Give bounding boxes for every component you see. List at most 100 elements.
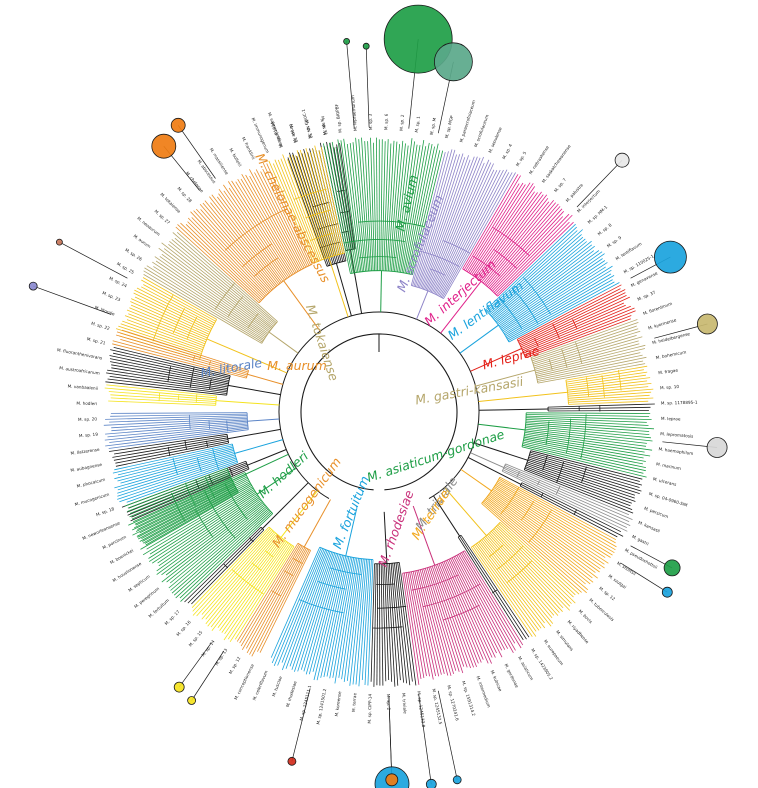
leaf-branch — [139, 477, 248, 534]
leaf-branch — [268, 160, 315, 264]
leaf-branch — [523, 440, 643, 465]
leaf-branch — [287, 157, 328, 267]
abundance-bubble — [362, 42, 370, 50]
leaf-branch — [127, 469, 228, 509]
leaf-branch — [517, 284, 622, 340]
clade-stem — [335, 263, 352, 317]
leaf-branch — [355, 559, 367, 685]
tip-label: M. intermedium — [475, 675, 491, 708]
leaf-branch — [428, 156, 484, 292]
tip-label: M. palustre — [565, 182, 585, 203]
tip-label: M. interjectum — [576, 189, 601, 214]
leaf-branch — [118, 325, 202, 354]
leaf-branch — [175, 510, 271, 599]
leaf-branch — [525, 466, 631, 507]
tip-label: M. bohemicum — [655, 349, 686, 360]
clade-stem — [256, 467, 297, 495]
leaf-branch — [292, 152, 331, 266]
leaf-branch — [459, 535, 527, 640]
leaf-branch — [168, 243, 273, 328]
leaf-branch — [526, 414, 650, 417]
tip-label: M. genavense — [630, 270, 659, 288]
leaf-branch — [450, 558, 497, 654]
leaf-branch — [187, 528, 263, 604]
clade-stem — [247, 418, 280, 422]
leaf-branch — [281, 550, 328, 671]
leaf-branch — [308, 554, 342, 675]
leaf-branch — [132, 475, 247, 531]
leaf-branch — [246, 547, 306, 654]
leaf-branch — [329, 142, 354, 274]
clade-subarc — [548, 358, 553, 370]
leaf-branch — [361, 559, 371, 681]
leaf-branch — [234, 546, 295, 640]
tip-label: M. sp. 29 — [288, 123, 299, 143]
leaf-branch — [472, 186, 536, 276]
bubble-leader-line — [346, 41, 355, 129]
leaf-branch — [506, 275, 615, 339]
leaf-branch — [429, 162, 485, 292]
tip-label: M. sp. 8 — [597, 222, 613, 236]
leaf-branch — [524, 433, 645, 453]
tip-label: M. vanbaalenii — [67, 384, 98, 391]
clade-subarc — [305, 209, 330, 219]
leaf-branch — [138, 487, 236, 540]
leaf-branch — [486, 497, 594, 583]
leaf-branch — [410, 150, 441, 275]
leaf-branch — [349, 558, 364, 686]
leaf-branch — [410, 152, 446, 286]
leaf-branch — [471, 183, 534, 275]
bubble-leader-line — [418, 694, 432, 785]
leaf-branch — [289, 551, 331, 667]
leaf-branch — [133, 477, 232, 523]
tip-label: M. sp. MGP — [444, 115, 455, 139]
leaf-branch — [196, 208, 271, 292]
leaf-branch — [413, 149, 453, 287]
tip-label: M. sp. 15 — [188, 629, 204, 647]
tip-label: M. sp. 2 — [399, 114, 405, 131]
leaf-branch — [316, 555, 347, 681]
clade-subarc — [167, 446, 171, 457]
leaf-branch — [141, 279, 216, 322]
leaf-branch — [149, 489, 255, 555]
leaf-branch — [533, 330, 641, 365]
leaf-branch — [492, 216, 564, 292]
leaf-branch — [305, 147, 336, 256]
leaf-branch — [109, 433, 228, 452]
leaf-branch — [131, 476, 231, 520]
leaf-branch — [482, 501, 587, 594]
leaf-branch — [525, 318, 631, 359]
leaf-branch — [120, 451, 235, 484]
leaf-branch — [259, 550, 311, 653]
leaf-branch — [199, 203, 274, 290]
leaf-branch — [505, 273, 612, 337]
leaf-branch — [548, 410, 649, 412]
leaf-branch — [394, 562, 407, 684]
leaf-branch — [496, 250, 595, 324]
leaf-branch — [367, 559, 374, 686]
leaf-branch — [110, 394, 216, 402]
leaf-branch — [525, 425, 652, 439]
tip-label: M. septicum — [127, 574, 151, 593]
clade-arc — [244, 472, 274, 514]
leaf-branch — [323, 143, 351, 274]
leaf-branch — [416, 154, 457, 288]
leaf-branch — [137, 479, 249, 538]
leaf-branch — [530, 450, 643, 480]
leaf-branch — [525, 419, 649, 426]
leaf-branch — [526, 412, 651, 414]
leaf-branch — [364, 559, 372, 686]
tip-label: M. sp. 1591314.2 — [461, 680, 477, 717]
leaf-branch — [298, 152, 334, 265]
leaf-branch — [380, 563, 384, 686]
leaf-branch — [481, 197, 549, 283]
leaf-branch — [445, 560, 492, 664]
leaf-branch — [482, 201, 550, 284]
leaf-branch — [128, 313, 206, 345]
clade-stem — [478, 423, 526, 431]
tip-label: M. sp. 1245111.1 — [299, 684, 313, 721]
leaf-branch — [525, 428, 647, 444]
leaf-branch — [115, 334, 248, 374]
leaf-branch — [112, 343, 247, 379]
leaf-branch — [534, 340, 639, 370]
